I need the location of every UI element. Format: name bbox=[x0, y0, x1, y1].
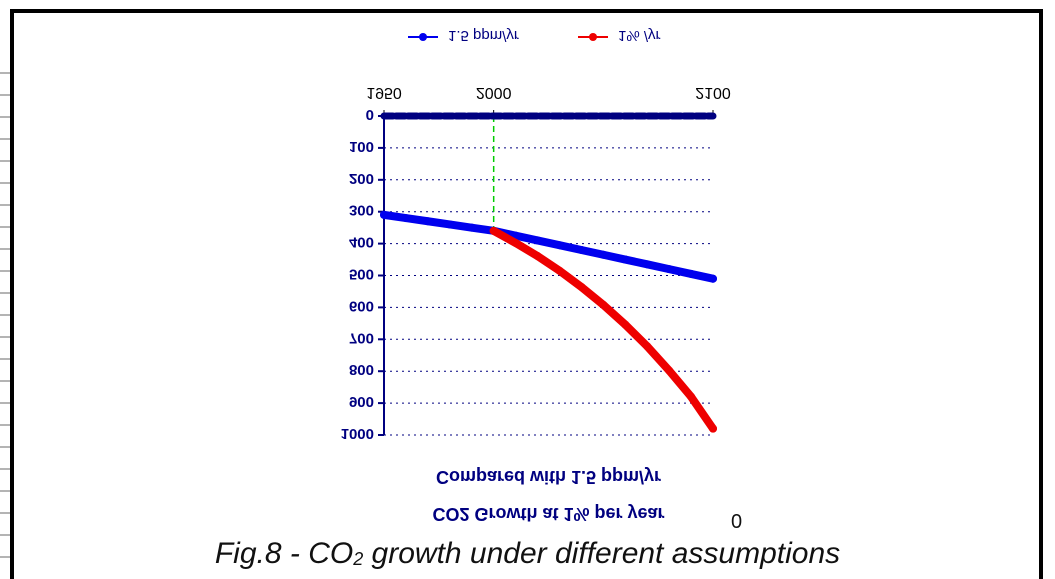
data-point bbox=[666, 113, 673, 119]
y-tick-label-group: 0 bbox=[366, 106, 374, 123]
legend-swatch-dot bbox=[589, 33, 597, 41]
data-point bbox=[555, 241, 564, 250]
legend-label: 1% /yr bbox=[618, 27, 661, 44]
x-tick-label: 2100 bbox=[695, 84, 731, 101]
data-point bbox=[533, 252, 542, 261]
data-point bbox=[710, 113, 716, 119]
data-point bbox=[401, 214, 410, 223]
data-point bbox=[643, 342, 652, 351]
data-point bbox=[578, 113, 585, 119]
data-point bbox=[402, 113, 409, 119]
data-point bbox=[622, 113, 629, 119]
x-tick-label: 1950 bbox=[366, 84, 402, 101]
data-point bbox=[709, 274, 717, 283]
chart-title-group: CO2 Growth at 1% per year bbox=[432, 504, 664, 524]
data-point bbox=[665, 265, 674, 274]
y-tick-label-group: 400 bbox=[349, 234, 374, 251]
chart-subtitle: Compared with 1.5 ppm/yr bbox=[436, 467, 661, 487]
y-tick-label-group: 300 bbox=[349, 202, 374, 219]
y-tick-label: 700 bbox=[349, 329, 374, 346]
y-tick-label-group: 600 bbox=[349, 297, 374, 314]
y-tick-label-group: 800 bbox=[349, 361, 374, 378]
data-point bbox=[577, 282, 586, 291]
data-point bbox=[556, 113, 563, 119]
data-point bbox=[555, 266, 564, 275]
x-tick-label-group: 2100 bbox=[695, 84, 731, 101]
y-tick-label-group: 100 bbox=[349, 138, 374, 155]
legend-label: 1.5 ppm/yr bbox=[448, 27, 519, 44]
y-tick-label: 800 bbox=[349, 361, 374, 378]
data-point bbox=[446, 113, 453, 119]
data-point bbox=[644, 113, 651, 119]
x-tick-label-group: 1950 bbox=[366, 84, 402, 101]
data-point bbox=[643, 260, 652, 269]
y-tick-label-group: 500 bbox=[349, 266, 374, 283]
y-tick-label-group: 900 bbox=[349, 393, 374, 410]
figure-caption: Fig.8 - CO2 growth under different assum… bbox=[0, 537, 1055, 571]
y-tick-label: 0 bbox=[366, 106, 374, 123]
data-point bbox=[599, 300, 608, 309]
data-point bbox=[600, 113, 607, 119]
data-point bbox=[665, 366, 674, 375]
y-tick-label-group: 1000 bbox=[341, 425, 374, 442]
data-point bbox=[445, 220, 454, 229]
series-line bbox=[380, 210, 717, 283]
data-point bbox=[534, 113, 541, 119]
legend-label-group: 1% /yr bbox=[618, 27, 661, 44]
caption-subscript: 2 bbox=[353, 549, 364, 569]
figure-frame bbox=[10, 9, 1043, 579]
y-tick-label: 1000 bbox=[341, 425, 374, 442]
chart-subtitle-group: Compared with 1.5 ppm/yr bbox=[436, 467, 661, 487]
y-tick-label-group: 200 bbox=[349, 170, 374, 187]
data-point bbox=[599, 250, 608, 259]
legend-swatch-dot bbox=[419, 33, 427, 41]
y-tick-label: 900 bbox=[349, 393, 374, 410]
cropped-side-text bbox=[0, 60, 10, 575]
data-point bbox=[423, 217, 432, 226]
y-tick-label: 100 bbox=[349, 138, 374, 155]
data-point bbox=[688, 113, 695, 119]
stray-label: 0 bbox=[731, 511, 743, 533]
data-point bbox=[621, 320, 630, 329]
data-point bbox=[511, 238, 520, 247]
y-tick-label: 400 bbox=[349, 234, 374, 251]
caption-prefix: Fig.8 - CO bbox=[214, 537, 354, 570]
data-point bbox=[424, 113, 431, 119]
y-tick-label: 300 bbox=[349, 202, 374, 219]
x-tick-label-group: 2000 bbox=[476, 84, 512, 101]
y-tick-label-group: 700 bbox=[349, 329, 374, 346]
data-point bbox=[533, 236, 542, 245]
data-point bbox=[687, 392, 696, 401]
data-point bbox=[380, 210, 388, 219]
data-point bbox=[577, 245, 586, 254]
y-tick-label: 500 bbox=[349, 266, 374, 283]
data-point bbox=[489, 226, 498, 235]
data-point bbox=[467, 223, 476, 232]
data-point bbox=[687, 269, 696, 278]
data-point bbox=[468, 113, 475, 119]
data-point bbox=[381, 113, 387, 119]
y-tick-label: 200 bbox=[349, 170, 374, 187]
chart-title: CO2 Growth at 1% per year bbox=[432, 504, 664, 524]
series-line bbox=[489, 226, 717, 433]
y-tick-label: 600 bbox=[349, 297, 374, 314]
data-point bbox=[621, 255, 630, 264]
caption-suffix: growth under different assumptions bbox=[363, 537, 841, 570]
data-point bbox=[512, 113, 519, 119]
data-point bbox=[709, 424, 717, 433]
data-point bbox=[490, 113, 497, 119]
x-tick-label: 2000 bbox=[476, 84, 512, 101]
legend-label-group: 1.5 ppm/yr bbox=[448, 27, 519, 44]
